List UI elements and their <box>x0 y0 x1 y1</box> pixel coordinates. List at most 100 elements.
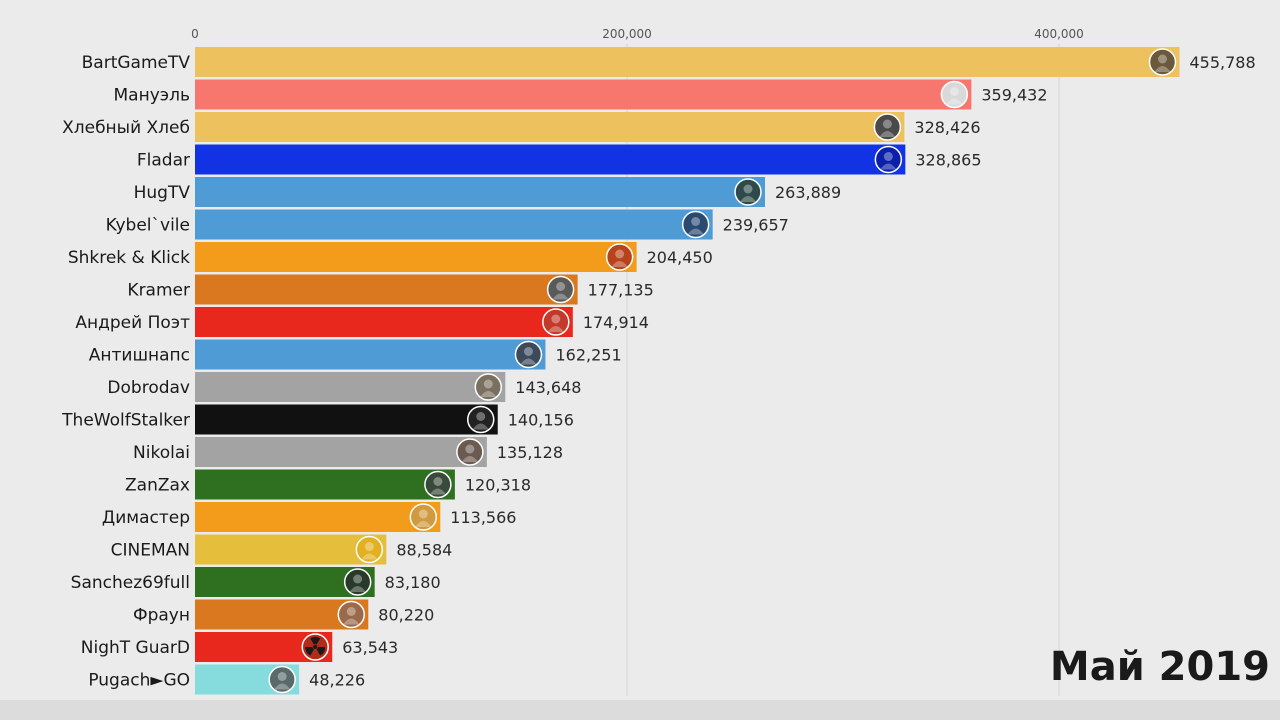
category-label: Shkrek & Klick <box>68 248 190 268</box>
x-tick-label: 200,000 <box>602 27 652 41</box>
bar-row: Dobrodav 143,648 <box>107 372 581 402</box>
category-label: Димастер <box>102 508 190 528</box>
avatar-icon <box>940 80 969 109</box>
avatar-icon <box>514 340 543 369</box>
bar <box>195 79 972 110</box>
bar <box>195 144 906 175</box>
avatar-icon <box>337 600 366 629</box>
category-label: HugTV <box>134 183 191 203</box>
category-label: Kybel`vile <box>106 216 190 236</box>
value-label: 140,156 <box>508 411 574 430</box>
value-label: 48,226 <box>309 671 365 690</box>
radiation-icon <box>301 633 330 661</box>
category-label: Фраун <box>133 606 190 626</box>
value-label: 135,128 <box>497 443 563 462</box>
value-label: 359,432 <box>981 86 1047 105</box>
category-label: Fladar <box>137 151 190 171</box>
avatar-icon <box>409 503 438 531</box>
avatar-icon <box>424 470 452 499</box>
category-label: ZanZax <box>125 476 190 496</box>
bar <box>195 47 1180 77</box>
value-label: 204,450 <box>647 248 713 267</box>
bar <box>195 339 546 370</box>
bar-row: ZanZax 120,318 <box>125 469 531 500</box>
bar <box>195 177 766 207</box>
bottom-strip <box>0 700 1280 720</box>
value-label: 88,584 <box>396 541 452 560</box>
bar-row: Димастер 113,566 <box>102 502 516 532</box>
bar-row: Фраун 80,220 <box>133 599 434 630</box>
category-label: NighT GuarD <box>81 638 190 658</box>
bar-row: TheWolfStalker 140,156 <box>61 404 574 435</box>
value-label: 263,889 <box>775 183 841 202</box>
bar-row: CINEMAN 88,584 <box>111 534 452 565</box>
bar <box>195 534 387 565</box>
value-label: 174,914 <box>583 313 649 332</box>
category-label: BartGameTV <box>82 53 191 73</box>
value-label: 120,318 <box>465 476 531 495</box>
bar <box>195 502 441 532</box>
value-label: 177,135 <box>588 281 654 300</box>
value-label: 80,220 <box>378 606 434 625</box>
bars: BartGameTV 455,788 Мануэль 359,432 Хлебный Х… <box>61 47 1256 695</box>
value-label: 328,865 <box>915 151 981 170</box>
avatar-icon <box>268 665 296 694</box>
bar <box>195 437 487 467</box>
bar-row: Kybel`vile 239,657 <box>106 209 789 240</box>
bar-row: Мануэль 359,432 <box>114 79 1048 110</box>
bar <box>195 469 455 500</box>
category-label: CINEMAN <box>111 541 190 561</box>
category-label: Nikolai <box>133 443 190 463</box>
bar <box>195 112 905 142</box>
avatar-icon <box>542 308 570 336</box>
value-label: 83,180 <box>385 573 441 592</box>
bar-row: NighT GuarD 63,543 <box>81 632 398 662</box>
bar-row: Андрей Поэт 174,914 <box>75 307 649 337</box>
bar-row: HugTV 263,889 <box>134 177 841 207</box>
bar-row: Shkrek & Klick 204,450 <box>68 242 713 272</box>
avatar-icon <box>546 275 575 304</box>
category-label: Андрей Поэт <box>75 313 190 333</box>
category-label: Хлебный Хлеб <box>62 118 190 138</box>
bar-row: Sanchez69full 83,180 <box>71 567 441 597</box>
value-label: 113,566 <box>450 508 516 527</box>
x-tick-label: 400,000 <box>1034 27 1084 41</box>
avatar-icon <box>1148 48 1177 76</box>
x-tick-label: 0 <box>191 27 199 41</box>
value-label: 143,648 <box>515 378 581 397</box>
avatar-icon <box>355 535 384 564</box>
value-label: 162,251 <box>555 346 621 365</box>
value-label: 328,426 <box>914 118 980 137</box>
avatar-icon <box>873 113 902 141</box>
bar-row: Антишнапс 162,251 <box>89 339 622 370</box>
bar <box>195 242 637 272</box>
category-label: Dobrodav <box>107 378 190 398</box>
value-label: 63,543 <box>342 638 398 657</box>
category-label: Мануэль <box>114 86 190 106</box>
category-label: Pugach►GO <box>88 671 190 691</box>
category-label: TheWolfStalker <box>61 411 190 431</box>
bar-row: BartGameTV 455,788 <box>82 47 1256 77</box>
period-label: Май 2019 <box>1049 644 1270 690</box>
avatar-icon <box>681 210 710 239</box>
avatar-icon <box>456 438 484 466</box>
bar <box>195 307 573 337</box>
category-label: Kramer <box>127 281 190 301</box>
bar <box>195 404 498 435</box>
bar <box>195 209 713 240</box>
avatar-icon <box>605 243 634 271</box>
avatar-icon <box>734 178 762 206</box>
category-label: Sanchez69full <box>71 573 190 593</box>
avatar-icon <box>343 568 372 596</box>
bar-row: Kramer 177,135 <box>127 274 654 305</box>
bar <box>195 372 506 402</box>
avatar-icon <box>466 405 495 434</box>
bar <box>195 274 578 305</box>
category-label: Антишнапс <box>89 346 190 366</box>
bar-row: Fladar 328,865 <box>137 144 982 175</box>
value-label: 455,788 <box>1190 53 1256 72</box>
avatar-icon <box>474 373 503 401</box>
bar-row: Nikolai 135,128 <box>133 437 563 467</box>
